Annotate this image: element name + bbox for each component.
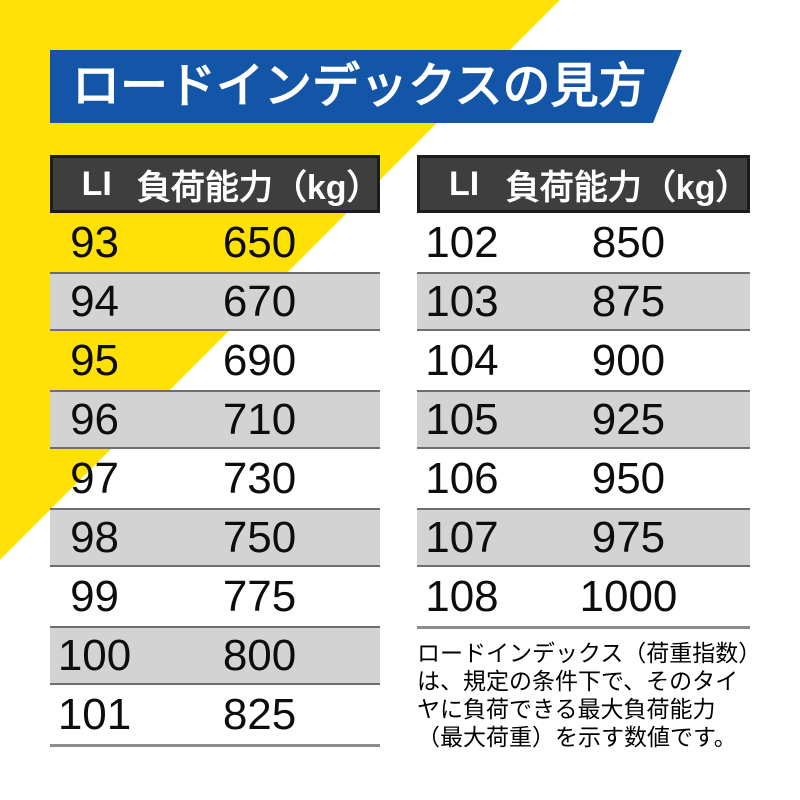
table-row: 94 670 [50, 272, 380, 331]
li-value: 99 [70, 571, 120, 621]
li-value: 104 [425, 335, 499, 385]
li-value: 97 [70, 453, 120, 503]
li-value: 105 [425, 394, 499, 444]
table-row: 101 825 [50, 685, 380, 744]
table-header: LI 負荷能力（kg） [417, 155, 750, 213]
load-index-table-right: LI 負荷能力（kg） 102 850 103 875 104 900 105 … [417, 155, 750, 629]
table-row: 93 650 [50, 213, 380, 272]
load-value: 730 [222, 453, 297, 503]
li-value: 98 [70, 512, 120, 562]
load-value: 800 [222, 630, 297, 680]
page-title: ロードインデックスの見方 [72, 59, 647, 113]
load-value: 875 [591, 276, 666, 326]
table-row: 105 925 [417, 390, 750, 449]
title-banner: ロードインデックスの見方 [50, 50, 682, 123]
table-row: 103 875 [417, 272, 750, 331]
column-header-li: LI [449, 164, 480, 203]
table-row: 102 850 [417, 213, 750, 272]
li-value: 95 [70, 335, 120, 385]
li-value: 100 [57, 630, 132, 680]
load-value: 825 [222, 689, 297, 739]
li-value: 101 [57, 689, 132, 739]
load-index-description: ロードインデックス（荷重指数） は、規定の条件下で、そのタイ ヤに負荷できる最大… [417, 639, 762, 751]
table-row: 108 1000 [417, 567, 750, 626]
table-header: LI 負荷能力（kg） [50, 155, 381, 213]
load-value: 670 [222, 276, 297, 326]
column-header-load: 負荷能力（kg） [505, 168, 750, 207]
li-value: 94 [70, 276, 120, 326]
table-row: 95 690 [50, 331, 380, 390]
load-value: 775 [222, 571, 297, 621]
load-value: 650 [222, 217, 297, 267]
table-row: 97 730 [50, 449, 380, 508]
load-value: 975 [591, 512, 666, 562]
load-value: 850 [591, 217, 666, 267]
table-row: 100 800 [50, 626, 380, 685]
li-value: 93 [70, 217, 120, 267]
description-line: ヤに負荷できる最大負荷能力 [417, 696, 716, 722]
description-line: ロードインデックス（荷重指数） [417, 640, 762, 666]
li-value: 108 [425, 571, 499, 621]
load-value: 750 [222, 512, 297, 562]
description-line: （最大荷重）を示す数値です。 [417, 724, 737, 750]
load-value: 690 [222, 335, 297, 385]
column-header-li: LI [81, 164, 112, 203]
column-header-load: 負荷能力（kg） [136, 168, 381, 207]
load-value: 900 [591, 335, 666, 385]
load-value: 710 [222, 394, 297, 444]
load-value: 950 [591, 453, 666, 503]
li-value: 107 [425, 512, 499, 562]
description-line: は、規定の条件下で、そのタイ [417, 668, 739, 694]
load-value: 1000 [579, 571, 678, 621]
li-value: 103 [425, 276, 499, 326]
li-value: 106 [425, 453, 499, 503]
table-row: 99 775 [50, 567, 380, 626]
table-row: 106 950 [417, 449, 750, 508]
table-row: 107 975 [417, 508, 750, 567]
li-value: 96 [70, 394, 120, 444]
table-row: 104 900 [417, 331, 750, 390]
li-value: 102 [425, 217, 499, 267]
load-value: 925 [591, 394, 666, 444]
table-row: 96 710 [50, 390, 380, 449]
table-row: 98 750 [50, 508, 380, 567]
load-index-table-left: LI 負荷能力（kg） 93 650 94 670 95 690 96 710 … [50, 155, 381, 747]
